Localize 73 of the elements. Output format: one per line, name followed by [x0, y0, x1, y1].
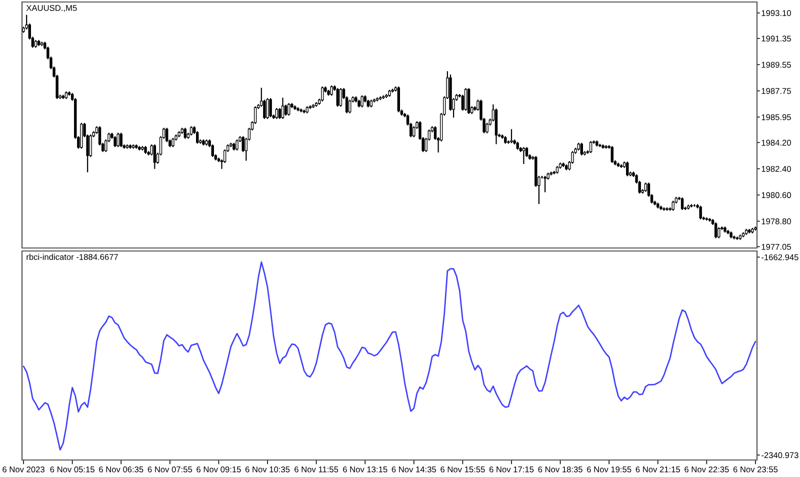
y-tick-label: 1993.10 — [762, 10, 791, 16]
candlestick — [114, 136, 116, 148]
candlestick — [184, 127, 187, 140]
candlestick — [269, 98, 272, 118]
candlestick — [120, 132, 122, 148]
candlestick — [211, 144, 214, 158]
candlestick — [672, 200, 674, 212]
candlestick — [544, 175, 546, 193]
candlestick — [510, 128, 513, 144]
x-tick-label: 6 Nov 22:35 — [684, 466, 729, 472]
candlestick — [266, 98, 269, 120]
candlestick — [699, 205, 702, 220]
candlestick — [89, 134, 92, 158]
x-tick-label: 6 Nov 05:15 — [50, 466, 94, 472]
x-tick-label: 6 Nov 07:55 — [148, 466, 192, 472]
candlestick — [288, 102, 290, 116]
candlestick — [284, 104, 288, 116]
chart-title: XAUUSD.,M5 — [26, 5, 77, 12]
candlestick — [680, 196, 684, 211]
y-tick-label: 1982.40 — [762, 166, 791, 172]
x-tick-label: 6 Nov 2023 — [2, 466, 44, 472]
y-tick-label: 1980.60 — [762, 192, 791, 198]
candlestick — [339, 88, 342, 108]
candlestick — [610, 145, 614, 164]
x-tick-label: 6 Nov 23:55 — [733, 466, 778, 472]
candlestick — [589, 140, 592, 154]
y-tick-label: -1662.945 — [762, 254, 798, 260]
y-tick-label: -2340.973 — [762, 452, 798, 458]
y-tick-label: 1991.35 — [762, 36, 791, 42]
x-tick-label: 6 Nov 15:55 — [440, 466, 485, 472]
x-tick-label: 6 Nov 14:35 — [392, 466, 436, 472]
candlestick — [397, 86, 400, 113]
y-tick-label: 1985.95 — [762, 114, 791, 120]
candlestick — [275, 107, 278, 120]
y-tick-label: 1977.05 — [762, 244, 791, 250]
x-tick-label: 6 Nov 18:35 — [538, 466, 582, 472]
candlestick — [412, 126, 416, 138]
candlestick — [644, 182, 648, 192]
y-tick-label: 1987.75 — [762, 88, 791, 94]
candlestick — [718, 226, 720, 239]
candlestick — [153, 144, 156, 170]
y-tick-label: 1978.80 — [762, 218, 791, 224]
candlestick — [580, 142, 583, 156]
candlestick — [172, 137, 174, 148]
y-tick-label: 1984.20 — [762, 140, 791, 146]
x-tick-label: 6 Nov 09:15 — [196, 466, 241, 472]
candlestick — [330, 84, 333, 96]
candlestick — [626, 161, 629, 177]
candlestick — [360, 94, 364, 108]
candlestick — [80, 122, 83, 150]
candlestick — [336, 88, 340, 108]
candlestick — [714, 222, 718, 239]
chart-title: rbci-indicator -1884.6677 — [26, 254, 118, 260]
candlestick — [348, 99, 352, 114]
candlestick — [236, 138, 238, 151]
candlestick — [190, 126, 193, 136]
x-tick-label: 6 Nov 06:35 — [99, 466, 144, 472]
candlestick — [321, 86, 324, 102]
x-tick-label: 6 Nov 19:55 — [587, 466, 632, 472]
candlestick — [464, 88, 468, 112]
candlestick — [281, 97, 284, 120]
x-tick-label: 6 Nov 21:15 — [636, 466, 680, 472]
y-tick-label: 1989.55 — [762, 62, 791, 68]
x-tick-label: 6 Nov 11:55 — [294, 466, 338, 472]
candlestick — [116, 132, 120, 148]
x-tick-label: 6 Nov 17:15 — [489, 466, 534, 472]
line-series — [22, 261, 756, 450]
candlestick — [486, 122, 488, 134]
candlestick — [522, 146, 526, 165]
candlestick — [467, 88, 470, 115]
x-tick-label: 6 Nov 10:35 — [245, 466, 290, 472]
x-tick-label: 6 Nov 13:15 — [343, 466, 388, 472]
candlestick — [166, 127, 168, 143]
